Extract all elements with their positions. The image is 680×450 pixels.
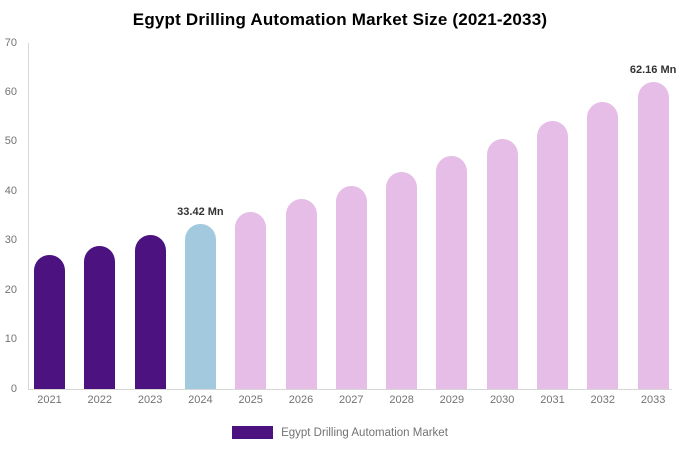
x-label-2033: 2033: [640, 394, 666, 406]
x-axis-line: [28, 389, 672, 390]
y-tick-60: 60: [4, 85, 17, 98]
bar-2031: [537, 121, 568, 389]
bar-2024: [184, 223, 216, 389]
x-label-2027: 2027: [339, 394, 364, 406]
x-label-2026: 2026: [288, 394, 314, 406]
bar-2028: [386, 171, 418, 389]
x-label-2023: 2023: [137, 394, 163, 406]
bar-2022: [84, 245, 116, 389]
value-label-2033: 62.16 Mn: [629, 63, 677, 76]
y-tick-70: 70: [4, 36, 17, 49]
legend: Egypt Drilling Automation Market: [0, 426, 680, 439]
x-label-2024: 2024: [188, 394, 213, 406]
bar-2021: [34, 255, 65, 389]
x-label-2028: 2028: [389, 394, 414, 406]
bar-2027: [335, 185, 367, 389]
legend-swatch: [232, 426, 274, 439]
chart-title: Egypt Drilling Automation Market Size (2…: [132, 10, 548, 29]
bar-2033: [637, 81, 669, 389]
x-label-2022: 2022: [87, 394, 113, 406]
y-tick-30: 30: [4, 234, 17, 247]
x-label-2021: 2021: [37, 394, 62, 406]
x-label-2025: 2025: [238, 394, 263, 406]
x-label-2029: 2029: [439, 394, 465, 406]
x-label-2032: 2032: [590, 394, 616, 406]
legend-label: Egypt Drilling Automation Market: [281, 426, 448, 439]
bar-2032: [587, 102, 619, 389]
y-tick-40: 40: [4, 184, 17, 197]
y-tick-50: 50: [4, 135, 17, 148]
bar-2026: [285, 199, 317, 389]
bar-2029: [436, 155, 468, 389]
x-label-2031: 2031: [540, 394, 565, 406]
y-axis-line: [28, 43, 29, 390]
y-tick-20: 20: [4, 283, 17, 296]
bar-2023: [134, 234, 166, 389]
bar-2025: [235, 212, 267, 389]
x-label-2030: 2030: [489, 394, 515, 406]
bar-2030: [486, 139, 518, 389]
value-label-2024: 33.42 Mn: [177, 205, 224, 218]
y-tick-0: 0: [10, 382, 17, 395]
y-tick-10: 10: [4, 333, 17, 346]
